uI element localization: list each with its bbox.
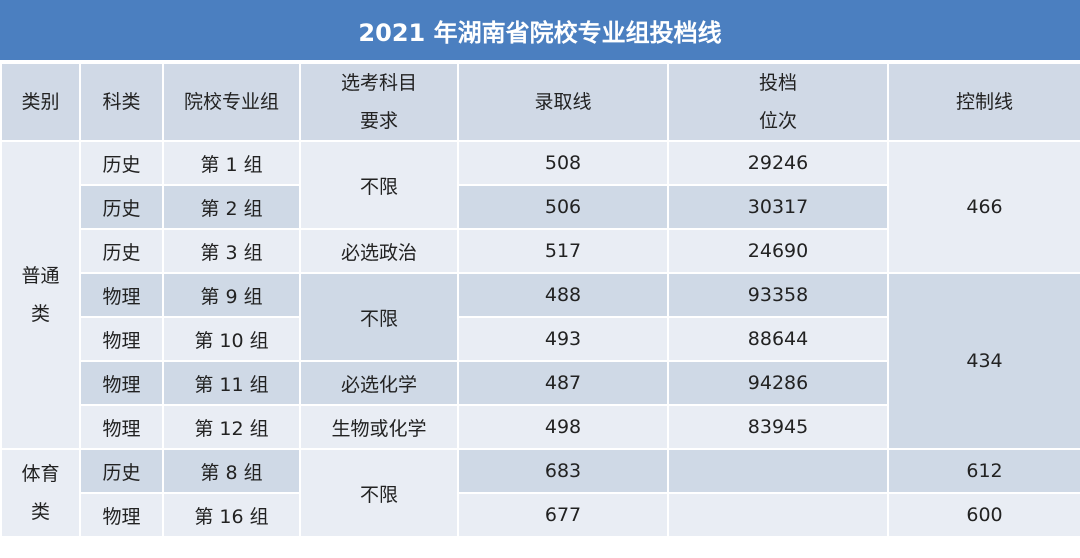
- category-cell: 普通类: [0, 140, 81, 450]
- admission-table: 类别 科类 院校专业组 选考科目要求 录取线 投档位次 控制线 普通类 历史 第…: [0, 62, 1080, 538]
- score-cell: 493: [457, 316, 669, 362]
- score-cell: 683: [457, 448, 669, 494]
- header-requirement-line2: 要求: [359, 110, 398, 132]
- subject-cell: 物理: [79, 492, 164, 538]
- subject-cell: 历史: [79, 140, 164, 186]
- subject-cell: 物理: [79, 360, 164, 406]
- header-rank-line2: 位次: [758, 110, 797, 132]
- table-title: 2021 年湖南省院校专业组投档线: [0, 0, 1080, 62]
- rank-cell: 94286: [667, 360, 889, 406]
- table-row: 物理 第 11 组 必选化学 487 94286: [1, 360, 1080, 406]
- header-group: 院校专业组: [162, 62, 301, 142]
- header-requirement-line1: 选考科目: [340, 72, 417, 94]
- subject-cell: 历史: [79, 448, 164, 494]
- subject-cell: 历史: [79, 228, 164, 274]
- score-cell: 677: [457, 492, 669, 538]
- requirement-cell: 必选化学: [299, 360, 459, 406]
- group-cell: 第 9 组: [162, 272, 301, 318]
- category-label: 普通类: [21, 265, 60, 325]
- requirement-cell: 不限: [299, 140, 459, 230]
- subject-cell: 物理: [79, 316, 164, 362]
- control-cell: 434: [887, 272, 1080, 450]
- score-cell: 508: [457, 140, 669, 186]
- header-control: 控制线: [887, 62, 1080, 142]
- requirement-cell: 不限: [299, 272, 459, 362]
- requirement-cell: 生物或化学: [299, 404, 459, 450]
- rank-cell: 24690: [667, 228, 889, 274]
- score-cell: 487: [457, 360, 669, 406]
- score-cell: 517: [457, 228, 669, 274]
- table-row: 物理 第 10 组 493 88644: [1, 316, 1080, 362]
- subject-cell: 物理: [79, 404, 164, 450]
- header-requirement: 选考科目 要求: [299, 62, 459, 142]
- header-rank-line1: 投档: [758, 72, 797, 94]
- rank-cell: 29246: [667, 140, 889, 186]
- table-row: 物理 第 9 组 不限 488 93358 434: [1, 272, 1080, 450]
- rank-cell: 83945: [667, 404, 889, 450]
- requirement-cell: 必选政治: [299, 228, 459, 274]
- group-cell: 第 1 组: [162, 140, 301, 186]
- rank-cell: 30317: [667, 184, 889, 230]
- group-cell: 第 10 组: [162, 316, 301, 362]
- header-row: 类别 科类 院校专业组 选考科目要求 录取线 投档位次 控制线: [0, 62, 1080, 142]
- rank-cell: [667, 448, 889, 494]
- group-cell: 第 16 组: [162, 492, 301, 538]
- control-cell: 612: [887, 448, 1080, 494]
- table-row: 历史 第 2 组 506 30317: [1, 184, 1080, 230]
- score-cell: 498: [457, 404, 669, 450]
- header-score: 录取线: [457, 62, 669, 142]
- score-cell: 488: [457, 272, 669, 318]
- category-cell: 体育类: [0, 448, 81, 538]
- table-row: 普通类 历史 第 1 组 不限 508 29246 466: [0, 140, 1080, 450]
- group-cell: 第 2 组: [162, 184, 301, 230]
- table-row: 物理 第 16 组 677 600: [1, 492, 1080, 538]
- category-label: 体育类: [21, 463, 60, 523]
- table-row: 历史 第 3 组 必选政治 517 24690: [1, 228, 1080, 274]
- group-cell: 第 12 组: [162, 404, 301, 450]
- rank-cell: [667, 492, 889, 538]
- header-subject: 科类: [79, 62, 164, 142]
- requirement-cell: 不限: [299, 448, 459, 538]
- group-cell: 第 8 组: [162, 448, 301, 494]
- control-cell: 466: [887, 140, 1080, 274]
- subject-cell: 历史: [79, 184, 164, 230]
- group-cell: 第 11 组: [162, 360, 301, 406]
- subject-cell: 物理: [79, 272, 164, 318]
- header-rank: 投档 位次: [667, 62, 889, 142]
- rank-cell: 93358: [667, 272, 889, 318]
- rank-cell: 88644: [667, 316, 889, 362]
- table-row: 物理 第 12 组 生物或化学 498 83945: [1, 404, 1080, 450]
- table-row: 体育类 历史 第 8 组 不限 683 612: [0, 448, 1080, 538]
- group-cell: 第 3 组: [162, 228, 301, 274]
- header-category: 类别: [0, 62, 81, 142]
- score-cell: 506: [457, 184, 669, 230]
- control-cell: 600: [887, 492, 1080, 538]
